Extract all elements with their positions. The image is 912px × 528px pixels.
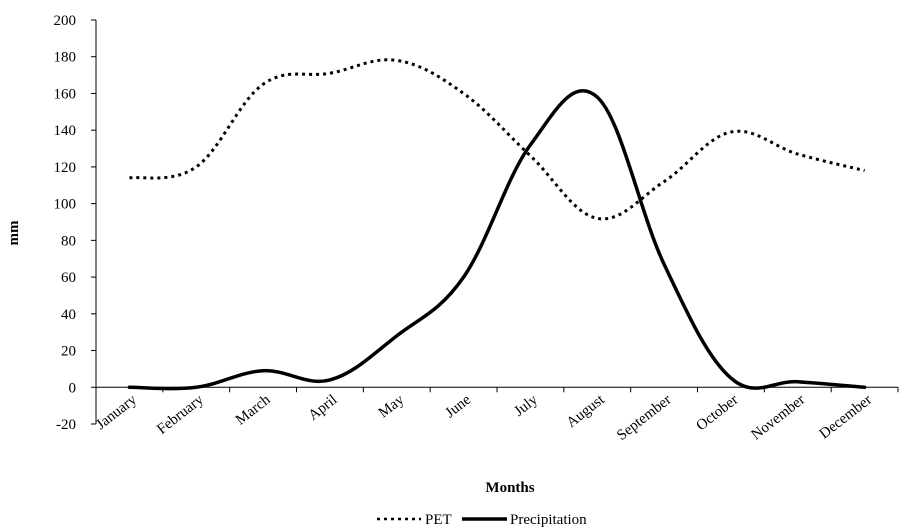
x-tick-label: April (306, 392, 341, 424)
x-axis-title: Months (485, 480, 534, 496)
x-tick-label: February (154, 392, 207, 438)
y-tick-label: 60 (61, 270, 76, 286)
axes (95, 20, 898, 424)
x-tick-label: October (693, 392, 741, 434)
y-axis-ticks: -20 0 20 40 60 80 100 120 140 160 180 200 (54, 13, 96, 433)
legend-label-precipitation: Precipitation (510, 512, 587, 528)
y-tick-label: 20 (61, 344, 76, 360)
y-tick-label: 120 (54, 160, 77, 176)
y-tick-label: 200 (54, 13, 77, 29)
x-tick-label: December (817, 392, 875, 443)
x-tick-label: June (443, 392, 475, 422)
y-tick-label: 100 (54, 197, 77, 213)
y-tick-label: 0 (69, 380, 77, 396)
y-axis-title: mm (6, 220, 22, 245)
x-tick-label: May (376, 392, 408, 422)
y-tick-label: 140 (54, 123, 77, 139)
series-line-precipitation (127, 89, 867, 391)
y-tick-label: 160 (54, 86, 77, 102)
x-tick-label: January (93, 392, 140, 434)
y-tick-label: -20 (56, 417, 76, 433)
x-axis-ticks: January February March April May June July Augu… (93, 387, 899, 444)
legend-label-pet: PET (425, 512, 452, 528)
x-tick-label: August (564, 391, 609, 431)
legend: PET Precipitation (377, 512, 587, 528)
y-tick-label: 180 (54, 50, 77, 66)
y-tick-label: 80 (61, 233, 76, 249)
series-line-pet (129, 58, 865, 221)
x-tick-label: November (748, 392, 808, 444)
x-tick-label: March (233, 392, 274, 429)
x-tick-label: September (614, 392, 674, 444)
y-tick-label: 40 (61, 307, 76, 323)
x-tick-label: July (511, 392, 541, 420)
series-layer (127, 58, 867, 391)
